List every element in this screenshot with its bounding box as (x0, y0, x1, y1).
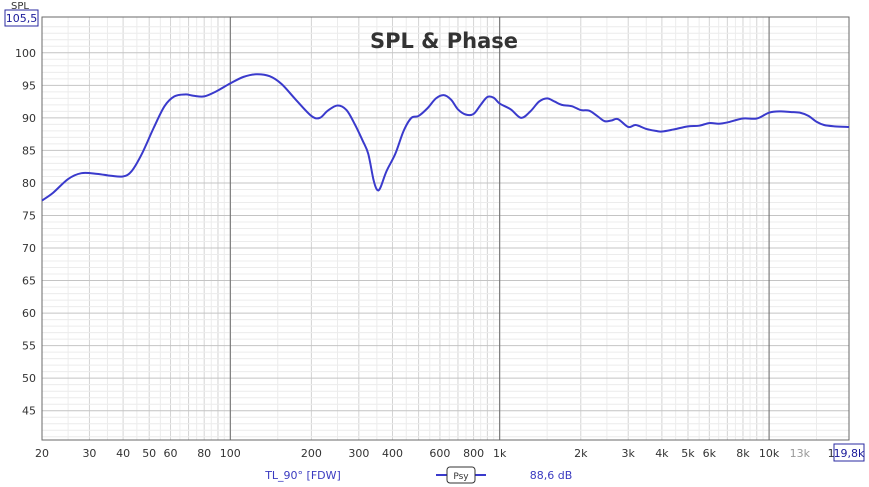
y-tick-label: 55 (22, 340, 36, 353)
x-tick-label: 6k (703, 447, 717, 460)
x-tick-label: 2k (574, 447, 588, 460)
series-layer (41, 73, 850, 202)
x-tick-label: 8k (736, 447, 750, 460)
y-max-box-frame[interactable] (4, 9, 39, 27)
x-tick-label: 13k (790, 447, 811, 460)
x-tick-label: 60 (164, 447, 178, 460)
y-tick-label: 65 (22, 275, 36, 288)
x-axis-ticks: 20 30 40 50 60 80 100 200 300 400 600 800 1k 2k 3k 4k 5k… (35, 447, 849, 460)
x-tick-label: 800 (463, 447, 484, 460)
y-tick-label: 75 (22, 209, 36, 222)
minor-grid (41, 17, 849, 440)
x-tick-label: 600 (429, 447, 450, 460)
y-tick-label: 90 (22, 112, 36, 125)
x-end-value[interactable]: 19,8k (834, 447, 865, 460)
x-tick-label: 50 (142, 447, 156, 460)
x-tick-label: 400 (382, 447, 403, 460)
y-tick-label: 80 (22, 177, 36, 190)
legend-series-label: TL_90° [FDW] (264, 469, 341, 482)
x-tick-label: 3k (622, 447, 636, 460)
major-grid (41, 16, 850, 441)
x-end-box[interactable]: 19,8k (833, 443, 865, 462)
x-tick-label: 40 (116, 447, 130, 460)
y-max-value[interactable]: 105,5 (6, 12, 38, 25)
y-tick-label: 100 (15, 47, 36, 60)
x-tick-label: 20 (35, 447, 49, 460)
x-tick-label: 30 (82, 447, 96, 460)
y-tick-label: 85 (22, 144, 36, 157)
legend: TL_90° [FDW] Psy 88,6 dB (264, 466, 573, 484)
x-tick-label: 5k (681, 447, 695, 460)
legend-readout: 88,6 dB (530, 469, 573, 482)
x-tick-label: 1k (493, 447, 507, 460)
chart-title: SPL & Phase (370, 29, 518, 53)
y-axis-ticks: 45 50 55 60 65 70 75 80 85 90 95 100 (15, 47, 36, 418)
y-tick-label: 95 (22, 79, 36, 92)
x-tick-label: 200 (301, 447, 322, 460)
x-tick-label: 80 (197, 447, 211, 460)
psy-button-label[interactable]: Psy (453, 472, 469, 482)
x-tick-label: 100 (220, 447, 241, 460)
x-tick-label: 4k (655, 447, 669, 460)
x-tick-label: 300 (348, 447, 369, 460)
y-tick-label: 50 (22, 372, 36, 385)
x-end-box-frame[interactable] (833, 443, 865, 462)
series-line (41, 73, 850, 202)
psy-button[interactable]: Psy (446, 466, 476, 484)
y-tick-label: 60 (22, 307, 36, 320)
plot-frame (41, 16, 850, 441)
y-tick-label: 70 (22, 242, 36, 255)
y-tick-label: 45 (22, 405, 36, 418)
psy-button-frame[interactable] (446, 466, 476, 484)
x-tick-label: 10k (759, 447, 780, 460)
y-axis-label: SPL (11, 1, 29, 12)
y-max-box[interactable]: 105,5 (4, 9, 39, 27)
